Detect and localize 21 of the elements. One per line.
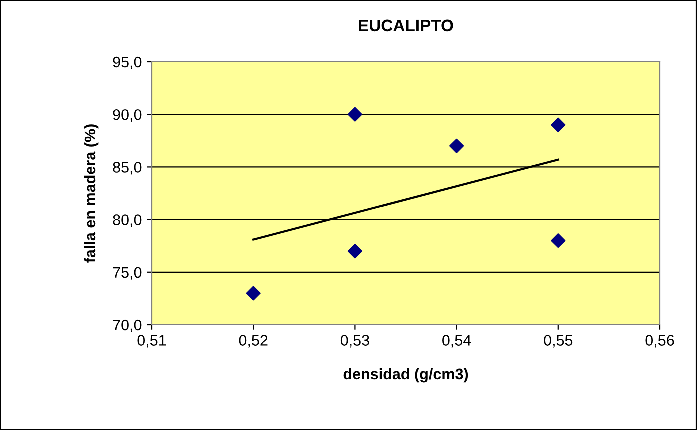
y-tick-label: 95,0 — [113, 56, 142, 70]
point — [348, 107, 362, 122]
x-tick-label: 0,51 — [138, 335, 166, 348]
y-tick-label: 75,0 — [113, 267, 142, 280]
x-tick-label: 0,53 — [340, 335, 370, 348]
x-axis-title: densidad (g/cm3) — [344, 368, 468, 383]
point — [348, 244, 362, 259]
y-tick-label: 70,0 — [113, 320, 142, 332]
point — [450, 138, 464, 154]
point — [551, 118, 566, 132]
y-tick-label: 90,0 — [113, 109, 142, 122]
x-tick-label: 0,55 — [544, 335, 573, 348]
y-tick-label: 85,0 — [113, 162, 142, 175]
point — [551, 234, 566, 248]
point — [246, 286, 261, 301]
chart-title: EUCALIPTO — [359, 20, 454, 32]
y-tick-label: 80,0 — [113, 214, 142, 228]
x-tick-label: 0,52 — [239, 335, 268, 348]
x-tick-label: 0,54 — [442, 335, 472, 348]
y-axis-title: falla en madera (%) — [84, 124, 99, 263]
x-tick-label: 0,56 — [646, 335, 674, 348]
